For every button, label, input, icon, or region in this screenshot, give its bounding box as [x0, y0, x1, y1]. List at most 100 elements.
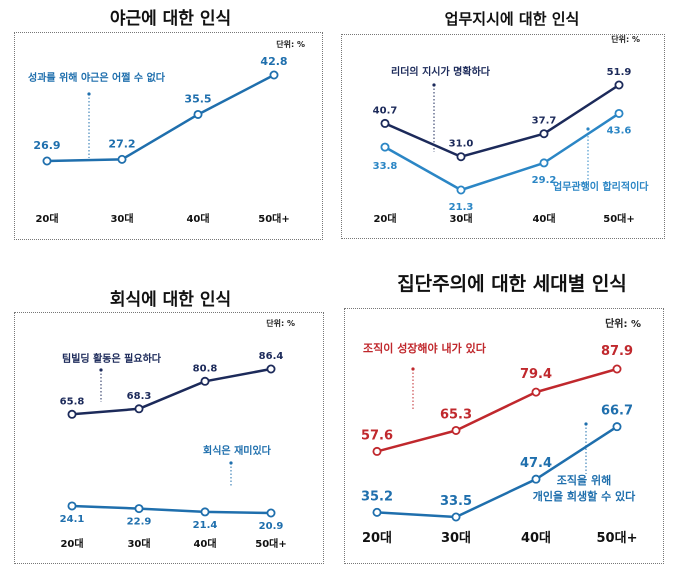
series-line	[376, 425, 618, 519]
unit-label: 단위: %	[611, 34, 640, 44]
data-point	[539, 158, 549, 168]
annotation-dot	[586, 127, 590, 131]
x-tick-label: 20대	[373, 212, 396, 225]
data-point	[380, 118, 390, 128]
series-line	[376, 367, 618, 453]
data-label: 51.9	[607, 67, 632, 78]
data-point	[200, 507, 210, 517]
x-tick-label: 50대+	[255, 537, 287, 550]
data-label: 86.4	[259, 351, 284, 362]
series-line	[384, 112, 620, 192]
annotation-dot	[99, 368, 103, 372]
chart-svg: 단위: % 20대 30대 40대 50대+ 57.6 65.3 79.4 87.9 35.2 33…	[361, 317, 641, 546]
x-tick-label: 20대	[60, 537, 83, 550]
plot-frame	[14, 32, 323, 240]
data-point	[531, 474, 541, 484]
data-label: 43.6	[607, 125, 632, 136]
data-label: 68.3	[127, 391, 152, 402]
data-point	[117, 154, 127, 164]
x-tick-label: 30대	[127, 537, 150, 550]
data-point	[456, 152, 466, 162]
chart-svg: 단위: % 20대 30대 40대 50대+ 26.9 27.2 35.5 42.8 성과를 위해…	[28, 39, 305, 225]
data-point	[539, 129, 549, 139]
data-point	[531, 387, 541, 397]
data-point	[380, 142, 390, 152]
data-label: 37.7	[532, 116, 557, 127]
data-label: 35.5	[184, 92, 211, 105]
series-annotation: 조직이 성장해야 내가 있다	[363, 341, 487, 355]
data-point	[200, 376, 210, 386]
chart-panel-company-dinner: 회식에 대한 인식 단위: % 20대 30대 40대 50대+ 65.8 68.3 80.8…	[0, 284, 341, 568]
x-tick-label: 40대	[521, 531, 551, 546]
plot-frame	[14, 312, 324, 564]
series-annotation: 업무관행이 합리적이다	[553, 180, 649, 193]
data-label: 21.3	[449, 202, 474, 213]
series-annotation: 성과를 위해 야근은 어쩔 수 없다	[28, 71, 166, 84]
data-point	[42, 156, 52, 166]
chart-panel-work-instruction: 업무지시에 대한 인식 단위: % 20대 30대 40대 50대+ 40.7 31.0 37…	[341, 0, 683, 284]
data-point	[451, 512, 461, 522]
chart-title: 야근에 대한 인식	[109, 9, 232, 29]
data-label: 27.2	[108, 137, 135, 150]
chart-title: 집단주의에 대한 세대별 인식	[397, 273, 627, 295]
data-label: 80.8	[193, 363, 218, 374]
chart-title: 회식에 대한 인식	[109, 290, 232, 310]
data-point	[193, 109, 203, 119]
plot-frame	[341, 34, 665, 239]
data-label: 65.3	[440, 407, 472, 422]
x-tick-label: 50대+	[597, 531, 638, 546]
data-label: 79.4	[520, 367, 552, 382]
annotation-dot	[411, 367, 415, 371]
data-label: 26.9	[33, 139, 60, 152]
data-point	[266, 364, 276, 374]
data-label: 42.8	[260, 55, 287, 68]
data-label: 35.2	[361, 489, 393, 504]
data-label: 87.9	[601, 344, 633, 359]
data-label: 57.6	[361, 428, 393, 443]
data-label: 47.4	[520, 456, 552, 471]
chart-title: 업무지시에 대한 인식	[444, 10, 580, 28]
x-tick-label: 40대	[186, 212, 209, 225]
data-point	[266, 508, 276, 518]
data-point	[372, 446, 382, 456]
data-label: 21.4	[193, 520, 218, 531]
x-tick-label: 40대	[193, 537, 216, 550]
unit-label: 단위: %	[266, 318, 295, 328]
x-tick-label: 40대	[532, 212, 555, 225]
x-tick-label: 20대	[35, 212, 58, 225]
series-annotation: 조직을 위해	[557, 473, 611, 487]
data-label: 20.9	[259, 521, 284, 532]
series-annotation: 리더의 지시가 명확하다	[391, 65, 491, 78]
chart-svg: 단위: % 20대 30대 40대 50대+ 65.8 68.3 80.8 86.4 24.1 22…	[60, 318, 295, 550]
chart-panel-collectivism: 집단주의에 대한 세대별 인식 단위: % 20대 30대 40대 50대+ 57.6 65…	[341, 273, 683, 568]
data-point	[612, 364, 622, 374]
series-annotation: 팀빌딩 활동은 필요하다	[62, 352, 162, 365]
annotation-dot	[87, 92, 91, 96]
data-label: 22.9	[127, 517, 152, 528]
data-point	[269, 70, 279, 80]
chart-panel-overtime: 야근에 대한 인식 단위: % 20대 30대 40대 50대+ 26.9 27.2 35.5…	[0, 0, 341, 284]
x-tick-label: 20대	[362, 531, 392, 546]
data-point	[456, 185, 466, 195]
x-tick-label: 30대	[110, 212, 133, 225]
data-label: 31.0	[449, 139, 474, 150]
data-point	[372, 507, 382, 517]
chart-svg: 단위: % 20대 30대 40대 50대+ 40.7 31.0 37.7 51.9 33.8 21…	[373, 34, 650, 225]
data-label: 24.1	[60, 514, 85, 525]
data-point	[134, 404, 144, 414]
series-annotation: 개인을 희생할 수 있다	[533, 489, 636, 503]
data-label: 65.8	[60, 396, 85, 407]
series-annotation: 회식은 재미있다	[203, 444, 272, 457]
annotation-dot	[229, 461, 233, 465]
data-point	[614, 80, 624, 90]
x-tick-label: 30대	[449, 212, 472, 225]
data-label: 40.7	[373, 105, 398, 116]
data-point	[134, 504, 144, 514]
data-point	[614, 108, 624, 118]
data-point	[612, 422, 622, 432]
data-label: 33.8	[373, 161, 398, 172]
series-line	[71, 504, 272, 515]
data-point	[67, 501, 77, 511]
unit-label: 단위: %	[605, 317, 641, 330]
x-tick-label: 50대+	[603, 212, 635, 225]
